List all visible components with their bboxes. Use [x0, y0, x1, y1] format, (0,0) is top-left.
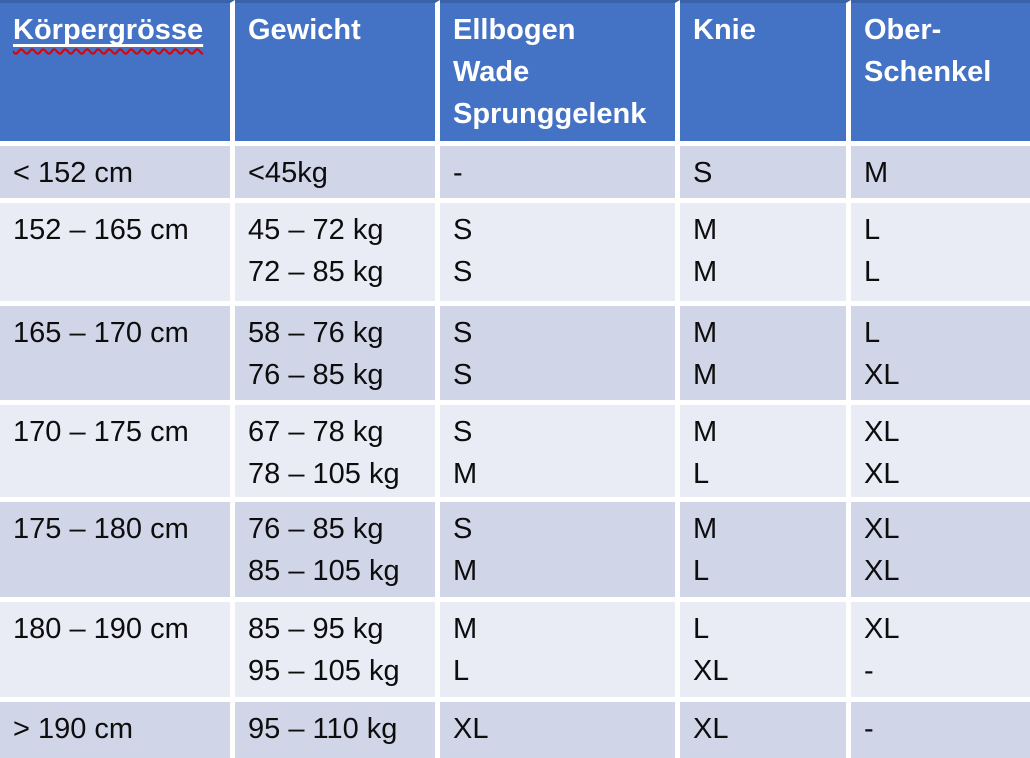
- header-koerpergroesse-label: Körpergrösse: [13, 14, 204, 46]
- table-row: 180 – 190 cm 85 – 95 kg 95 – 105 kg M L …: [0, 602, 1030, 702]
- cell-oberschenkel: XL XL: [851, 405, 1030, 502]
- cell-oberschenkel: XL XL: [851, 502, 1030, 602]
- cell-gewicht: <45kg: [235, 146, 440, 203]
- cell-ellbogen: -: [440, 146, 680, 203]
- table-row: 175 – 180 cm 76 – 85 kg 85 – 105 kg S M …: [0, 502, 1030, 602]
- cell-ellbogen: M L: [440, 602, 680, 702]
- spellcheck-underline: Körpergrösse: [13, 14, 203, 46]
- header-knie: Knie: [680, 0, 851, 146]
- cell-knie: M L: [680, 405, 851, 502]
- cell-gewicht: 85 – 95 kg 95 – 105 kg: [235, 602, 440, 702]
- cell-oberschenkel: XL -: [851, 602, 1030, 702]
- table-row: 170 – 175 cm 67 – 78 kg 78 – 105 kg S M …: [0, 405, 1030, 502]
- cell-knie: M M: [680, 306, 851, 405]
- table-row: 152 – 165 cm 45 – 72 kg 72 – 85 kg S S M…: [0, 203, 1030, 306]
- cell-koerpergroesse: > 190 cm: [0, 702, 235, 758]
- table-row: > 190 cm 95 – 110 kg XL XL -: [0, 702, 1030, 758]
- header-ellbogen-wade-sprunggelenk: Ellbogen Wade Sprunggelenk: [440, 0, 680, 146]
- cell-koerpergroesse: < 152 cm: [0, 146, 235, 203]
- cell-ellbogen: XL: [440, 702, 680, 758]
- cell-oberschenkel: -: [851, 702, 1030, 758]
- cell-ellbogen: S S: [440, 306, 680, 405]
- header-row: Körpergrösse Gewicht Ellbogen Wade Sprun…: [0, 0, 1030, 146]
- cell-koerpergroesse: 170 – 175 cm: [0, 405, 235, 502]
- cell-koerpergroesse: 180 – 190 cm: [0, 602, 235, 702]
- cell-koerpergroesse: 175 – 180 cm: [0, 502, 235, 602]
- header-koerpergroesse: Körpergrösse: [0, 0, 235, 146]
- header-gewicht: Gewicht: [235, 0, 440, 146]
- cell-knie: M L: [680, 502, 851, 602]
- cell-gewicht: 67 – 78 kg 78 – 105 kg: [235, 405, 440, 502]
- cell-ellbogen: S M: [440, 502, 680, 602]
- cell-knie: XL: [680, 702, 851, 758]
- cell-oberschenkel: M: [851, 146, 1030, 203]
- cell-gewicht: 95 – 110 kg: [235, 702, 440, 758]
- cell-koerpergroesse: 152 – 165 cm: [0, 203, 235, 306]
- cell-knie: L XL: [680, 602, 851, 702]
- cell-ellbogen: S S: [440, 203, 680, 306]
- cell-oberschenkel: L L: [851, 203, 1030, 306]
- cell-knie: S: [680, 146, 851, 203]
- table-row: 165 – 170 cm 58 – 76 kg 76 – 85 kg S S M…: [0, 306, 1030, 405]
- cell-oberschenkel: L XL: [851, 306, 1030, 405]
- header-oberschenkel: Ober- Schenkel: [851, 0, 1030, 146]
- cell-gewicht: 45 – 72 kg 72 – 85 kg: [235, 203, 440, 306]
- table-row: < 152 cm <45kg - S M: [0, 146, 1030, 203]
- cell-knie: M M: [680, 203, 851, 306]
- cell-gewicht: 58 – 76 kg 76 – 85 kg: [235, 306, 440, 405]
- cell-koerpergroesse: 165 – 170 cm: [0, 306, 235, 405]
- cell-gewicht: 76 – 85 kg 85 – 105 kg: [235, 502, 440, 602]
- cell-ellbogen: S M: [440, 405, 680, 502]
